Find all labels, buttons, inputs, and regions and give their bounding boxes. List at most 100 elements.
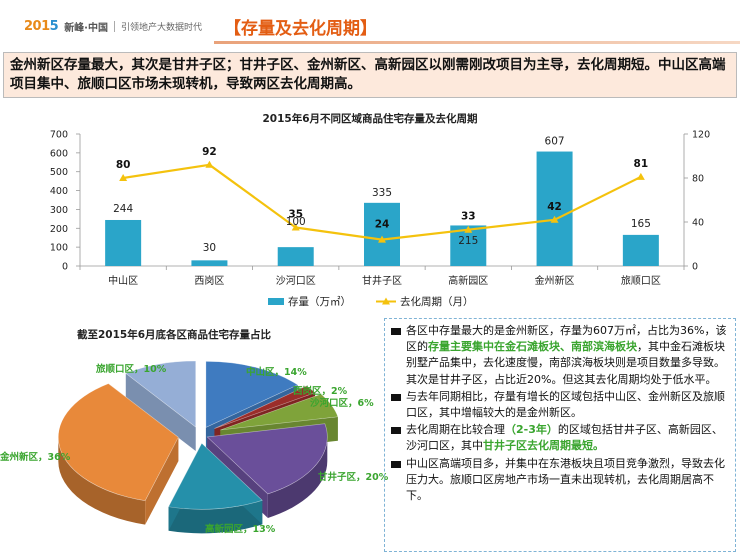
cycle-value-label: 24: [375, 219, 390, 231]
note-highlight: 甘井子区去化周期最短。: [483, 439, 604, 453]
pie-label-金州新区: 金州新区，36%: [0, 451, 71, 463]
bar-value-label: 607: [545, 136, 565, 148]
pie-slice-top: [205, 361, 299, 428]
square-bullet-icon: [391, 328, 401, 335]
cycle-value-label: 80: [116, 159, 131, 171]
pie-label-高新园区: 高新园区，13%: [205, 523, 276, 535]
bar-西岗区: [191, 260, 228, 266]
pie-slice-top: [214, 385, 316, 429]
pie-label-旅顺口区: 旅顺口区，10%: [96, 363, 167, 375]
bar-value-label: 244: [113, 203, 133, 215]
note-item: 中山区高端项目多，并集中在东港板块且项目竞争激烈，导致去化压力大。旅顺口区房地产…: [391, 456, 729, 505]
pie-slice-top: [58, 383, 179, 502]
note-item: 与去年同期相比，存量有增长的区域包括中山区、金州新区及旅顺口区，其中增幅较大的是…: [391, 389, 729, 421]
bar-value-label: 100: [286, 216, 306, 228]
header-rule: [214, 41, 740, 44]
bar-沙河口区: [277, 247, 314, 266]
y-left-tick-label: 100: [50, 243, 68, 254]
cycle-value-label: 81: [634, 158, 649, 170]
cycle-point-旅顺口区: [636, 172, 645, 180]
bar-甘井子区: [364, 202, 400, 266]
pie-slice-top: [168, 442, 263, 510]
inventory-cycle-chart: 2015年6月不同区域商品住宅存量及去化周期010020030040050060…: [50, 112, 710, 308]
note-text: 中山区高端项目多，并集中在东港板块且项目竞争激烈，导致去化压力大。旅顺口区房地产…: [406, 456, 729, 505]
pie-slice-top: [220, 393, 339, 431]
cycle-value-label: 92: [202, 146, 217, 158]
pie-label-西岗区: 西岗区，2%: [293, 385, 348, 397]
cycle-point-甘井子区: [378, 235, 386, 243]
note-text: 去化周期在比较合理（2-3年）的区域包括甘井子区、高新园区、沙河口区，其中甘井子…: [406, 422, 729, 454]
pie-slice-top: [206, 423, 328, 495]
y-right-tick-label: 0: [692, 262, 698, 273]
cycle-point-西岗区: [205, 160, 214, 168]
pie-slice-wall: [125, 373, 196, 452]
y-right-tick-label: 80: [692, 174, 704, 185]
bar-金州新区: [536, 151, 573, 266]
note-segment: 中山区高端项目多，并集中在东港板块且项目竞争激烈，导致去化压力大。旅顺口区房地产…: [406, 456, 725, 503]
note-text: 各区中存量最大的是金州新区，存量为607万㎡，占比为36%，该区的存量主要集中在…: [406, 323, 729, 388]
square-bullet-icon: [391, 393, 401, 401]
y-right-tick-label: 40: [692, 218, 704, 229]
bar-value-label: 335: [372, 187, 392, 199]
note-segment: 去化周期在比较合理: [406, 423, 505, 437]
logo-slogan: 引领地产大数据时代: [121, 22, 203, 33]
pie-label-甘井子区: 甘井子区，20%: [318, 471, 389, 483]
x-tick-label: 高新园区: [448, 274, 488, 287]
note-segment: 的区域包括甘井子区、高新园区、沙河口区，其中: [406, 423, 723, 453]
x-tick-label: 沙河口区: [276, 275, 316, 287]
legend-line-label: 去化周期（月）: [400, 295, 474, 308]
bar-value-label: 215: [458, 235, 478, 247]
page-title: 【存量及去化周期】: [224, 19, 377, 39]
header: 2015 新峰·中国 引领地产大数据时代 【存量及去化周期】: [0, 0, 740, 44]
bar-旅顺口区: [622, 234, 659, 266]
cycle-value-label: 33: [461, 211, 476, 223]
bar-chart-title: 2015年6月不同区域商品住宅存量及去化周期: [262, 112, 477, 125]
y-left-tick-label: 400: [50, 186, 68, 197]
note-segment: 与去年同期相比，存量有增长的区域包括中山区、金州新区及旅顺口区，其中增幅较大的是…: [406, 389, 725, 420]
cycle-point-金州新区: [550, 215, 559, 223]
note-item: 去化周期在比较合理（2-3年）的区域包括甘井子区、高新园区、沙河口区，其中甘井子…: [391, 422, 729, 454]
pie-label-沙河口区: 沙河口区，6%: [310, 397, 374, 409]
bar-value-label: 30: [203, 242, 216, 254]
pie-slice-side: [58, 437, 146, 525]
cycle-point-沙河口区: [291, 223, 300, 231]
brand-logo: 2015 新峰·中国 引领地产大数据时代: [24, 14, 202, 38]
logo-year: 2015: [24, 18, 59, 34]
note-item: 各区中存量最大的是金州新区，存量为607万㎡，占比为36%，该区的存量主要集中在…: [391, 323, 729, 388]
legend-line-marker: [382, 297, 390, 305]
note-text: 与去年同期相比，存量有增长的区域包括中山区、金州新区及旅顺口区，其中增幅较大的是…: [406, 389, 729, 421]
summary-box: 金州新区存量最大，其次是甘井子区；甘井子区、金州新区、高新园区以刚需刚改项目为主…: [3, 52, 737, 98]
x-tick-label: 中山区: [108, 274, 138, 287]
bar-中山区: [105, 219, 142, 266]
square-bullet-icon: [391, 427, 401, 435]
pie-slice-金州新区: [58, 383, 179, 525]
legend-bar-label: 存量（万㎡）: [288, 295, 351, 308]
y-left-tick-label: 0: [62, 262, 68, 273]
pie-chart-title: 截至2015年6月底各区商品住宅存量占比: [77, 328, 272, 341]
logo-brand: 新峰·中国: [64, 22, 108, 34]
pie-slice-高新园区: [168, 442, 263, 534]
note-segment: ，其中金石滩板块别墅产品集中，去化速度慢，南部滨海板块则是项目数量多导致。其次是…: [406, 340, 725, 386]
cycle-point-中山区: [119, 174, 128, 181]
y-left-tick-label: 700: [50, 130, 68, 141]
pie-slice-旅顺口区: [125, 360, 197, 452]
pie-slice-wall: [145, 437, 179, 525]
logo-divider: [114, 20, 115, 32]
cycle-value-label: 35: [288, 209, 303, 221]
y-left-tick-label: 200: [50, 224, 68, 235]
bar-value-label: 165: [631, 218, 651, 230]
note-segment: 各区中存量最大的是金州新区，存量为607万㎡，占比为36%，该区的: [406, 324, 727, 354]
square-bullet-icon: [391, 460, 401, 468]
x-tick-label: 金州新区: [535, 274, 575, 287]
summary-text: 金州新区存量最大，其次是甘井子区；甘井子区、金州新区、高新园区以刚需刚改项目为主…: [10, 57, 726, 92]
cycle-point-高新园区: [464, 225, 473, 233]
x-tick-label: 旅顺口区: [621, 274, 661, 287]
y-left-tick-label: 600: [50, 148, 68, 159]
note-highlight: 存量主要集中在金石滩板块、南部滨海板块: [428, 340, 637, 354]
y-right-tick-label: 120: [692, 130, 710, 141]
pie-slice-side: [267, 436, 328, 518]
legend-bar-swatch: [268, 298, 284, 305]
y-left-tick-label: 300: [50, 205, 68, 216]
y-left-tick-label: 500: [50, 167, 68, 178]
